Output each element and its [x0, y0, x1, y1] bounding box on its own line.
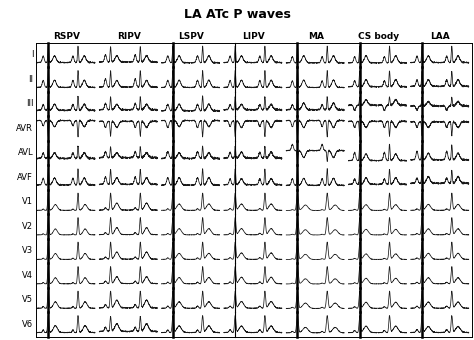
- Text: LSPV: LSPV: [178, 32, 204, 41]
- Text: AVF: AVF: [18, 173, 33, 182]
- Text: V6: V6: [22, 320, 33, 329]
- Text: MA: MA: [308, 32, 324, 41]
- Text: V2: V2: [22, 222, 33, 231]
- Text: RSPV: RSPV: [53, 32, 80, 41]
- Text: V3: V3: [22, 246, 33, 255]
- Text: III: III: [26, 99, 33, 108]
- Text: CS body: CS body: [357, 32, 399, 41]
- Text: LA ATc P waves: LA ATc P waves: [183, 8, 291, 21]
- Text: V5: V5: [22, 295, 33, 304]
- Text: RIPV: RIPV: [117, 32, 141, 41]
- Text: V4: V4: [22, 271, 33, 280]
- Text: LAA: LAA: [430, 32, 450, 41]
- Text: LIPV: LIPV: [242, 32, 265, 41]
- Text: AVL: AVL: [18, 148, 33, 157]
- Text: AVR: AVR: [16, 124, 33, 133]
- Text: I: I: [31, 50, 33, 59]
- Text: II: II: [28, 75, 33, 84]
- Text: V1: V1: [22, 197, 33, 206]
